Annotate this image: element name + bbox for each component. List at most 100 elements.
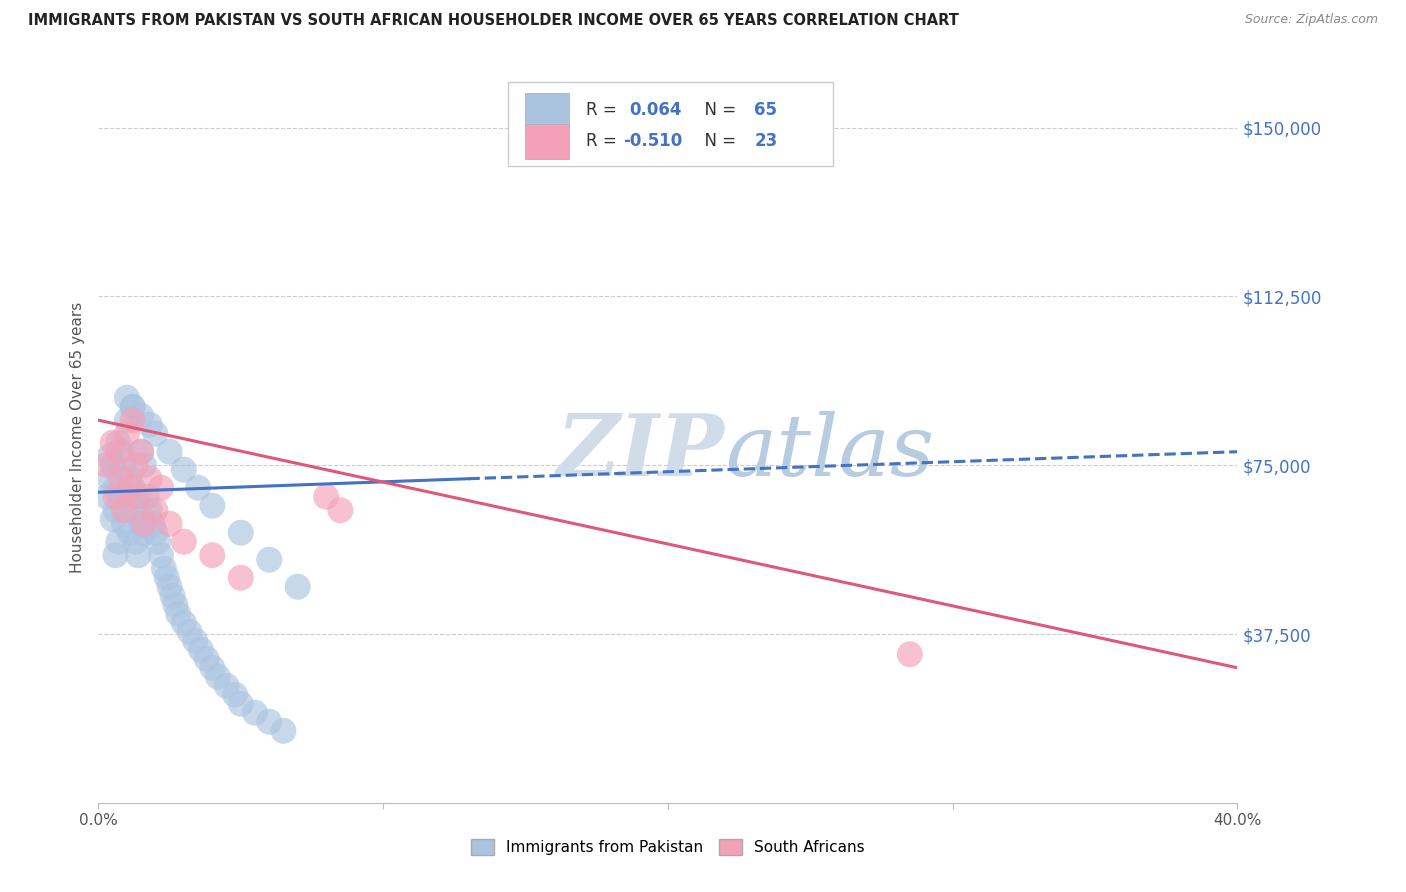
- Point: [215, 679, 238, 693]
- Point: [104, 548, 127, 562]
- Text: R =: R =: [586, 132, 621, 150]
- Point: [121, 400, 143, 414]
- Point: [129, 409, 152, 423]
- Point: [173, 534, 195, 549]
- Point: [115, 413, 138, 427]
- Point: [121, 400, 143, 414]
- Point: [167, 607, 190, 621]
- Text: -0.510: -0.510: [623, 132, 683, 150]
- Point: [132, 516, 155, 531]
- Point: [127, 490, 149, 504]
- Point: [110, 444, 132, 458]
- FancyBboxPatch shape: [526, 124, 569, 159]
- Point: [190, 642, 212, 657]
- Point: [118, 472, 141, 486]
- Point: [187, 481, 209, 495]
- Point: [229, 697, 252, 711]
- Point: [148, 534, 170, 549]
- Point: [121, 481, 143, 495]
- Point: [150, 548, 173, 562]
- Point: [138, 417, 160, 432]
- Text: N =: N =: [695, 132, 741, 150]
- Point: [898, 647, 921, 661]
- Point: [101, 435, 124, 450]
- Point: [124, 458, 146, 473]
- Point: [104, 490, 127, 504]
- Point: [98, 472, 121, 486]
- Point: [207, 670, 229, 684]
- Point: [127, 503, 149, 517]
- Point: [121, 413, 143, 427]
- Point: [118, 525, 141, 540]
- Point: [201, 548, 224, 562]
- Y-axis label: Householder Income Over 65 years: Householder Income Over 65 years: [69, 301, 84, 573]
- Point: [159, 444, 181, 458]
- Point: [162, 589, 184, 603]
- Point: [159, 516, 181, 531]
- Point: [107, 444, 129, 458]
- Point: [98, 449, 121, 463]
- Point: [112, 503, 135, 517]
- Point: [243, 706, 266, 720]
- Point: [110, 472, 132, 486]
- Text: ZIP: ZIP: [557, 410, 725, 493]
- Point: [273, 723, 295, 738]
- Point: [184, 633, 207, 648]
- Point: [115, 391, 138, 405]
- Text: N =: N =: [695, 101, 741, 120]
- Point: [159, 580, 181, 594]
- Point: [153, 562, 176, 576]
- Point: [315, 490, 337, 504]
- Point: [107, 435, 129, 450]
- Point: [179, 624, 201, 639]
- Point: [115, 426, 138, 441]
- Point: [195, 652, 218, 666]
- Point: [124, 534, 146, 549]
- Point: [259, 553, 281, 567]
- Point: [138, 503, 160, 517]
- Point: [224, 688, 246, 702]
- Point: [141, 516, 163, 531]
- Text: Source: ZipAtlas.com: Source: ZipAtlas.com: [1244, 13, 1378, 27]
- Point: [104, 481, 127, 495]
- Point: [110, 490, 132, 504]
- Point: [129, 444, 152, 458]
- Point: [259, 714, 281, 729]
- Point: [112, 463, 135, 477]
- Point: [156, 571, 179, 585]
- Point: [132, 525, 155, 540]
- Point: [96, 490, 118, 504]
- Point: [132, 458, 155, 473]
- Point: [287, 580, 309, 594]
- Point: [229, 525, 252, 540]
- Point: [129, 516, 152, 531]
- Point: [329, 503, 352, 517]
- Text: atlas: atlas: [725, 410, 934, 493]
- FancyBboxPatch shape: [526, 93, 569, 128]
- Point: [138, 472, 160, 486]
- Point: [112, 516, 135, 531]
- Point: [107, 534, 129, 549]
- Point: [135, 490, 157, 504]
- Point: [101, 512, 124, 526]
- Point: [201, 661, 224, 675]
- Text: IMMIGRANTS FROM PAKISTAN VS SOUTH AFRICAN HOUSEHOLDER INCOME OVER 65 YEARS CORRE: IMMIGRANTS FROM PAKISTAN VS SOUTH AFRICA…: [28, 13, 959, 29]
- Legend: Immigrants from Pakistan, South Africans: Immigrants from Pakistan, South Africans: [465, 833, 870, 861]
- Text: R =: R =: [586, 101, 627, 120]
- Point: [145, 503, 167, 517]
- Point: [124, 490, 146, 504]
- Text: 0.064: 0.064: [628, 101, 682, 120]
- Point: [173, 463, 195, 477]
- Point: [150, 481, 173, 495]
- Point: [173, 615, 195, 630]
- Text: 23: 23: [755, 132, 778, 150]
- Point: [118, 481, 141, 495]
- Text: 65: 65: [755, 101, 778, 120]
- Point: [127, 548, 149, 562]
- Point: [101, 458, 124, 473]
- Point: [229, 571, 252, 585]
- Point: [165, 598, 187, 612]
- Point: [201, 499, 224, 513]
- Point: [129, 444, 152, 458]
- Point: [104, 503, 127, 517]
